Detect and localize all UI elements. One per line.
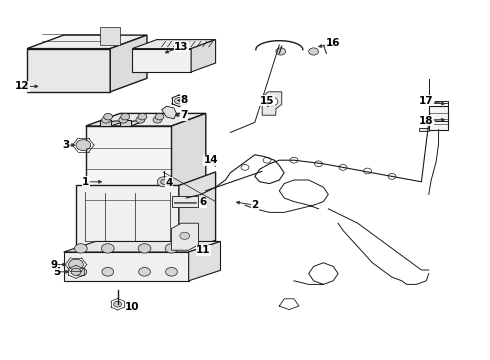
Polygon shape bbox=[172, 113, 206, 191]
Circle shape bbox=[315, 161, 322, 167]
Polygon shape bbox=[86, 113, 206, 126]
Circle shape bbox=[69, 259, 83, 270]
Bar bbox=[429, 106, 448, 130]
Circle shape bbox=[121, 113, 130, 120]
Text: 10: 10 bbox=[125, 302, 140, 312]
Polygon shape bbox=[64, 242, 220, 252]
Bar bbox=[172, 196, 198, 207]
Circle shape bbox=[166, 267, 177, 276]
Circle shape bbox=[388, 174, 396, 179]
Circle shape bbox=[263, 157, 271, 163]
Circle shape bbox=[114, 301, 122, 307]
Text: 17: 17 bbox=[419, 96, 434, 106]
Circle shape bbox=[139, 267, 150, 276]
Polygon shape bbox=[27, 49, 110, 92]
Circle shape bbox=[174, 98, 183, 104]
Circle shape bbox=[102, 267, 114, 276]
Bar bbox=[120, 120, 131, 126]
Text: 9: 9 bbox=[50, 260, 57, 270]
Circle shape bbox=[309, 48, 318, 55]
Bar bbox=[100, 120, 111, 126]
Text: 6: 6 bbox=[200, 197, 207, 207]
Text: 18: 18 bbox=[419, 116, 434, 126]
Circle shape bbox=[161, 179, 168, 184]
Text: 5: 5 bbox=[53, 267, 60, 277]
Circle shape bbox=[180, 232, 190, 239]
Circle shape bbox=[276, 48, 286, 55]
Circle shape bbox=[101, 117, 110, 123]
Circle shape bbox=[75, 267, 87, 276]
Circle shape bbox=[153, 117, 162, 123]
Text: 14: 14 bbox=[203, 155, 218, 165]
Circle shape bbox=[157, 177, 171, 187]
Text: 12: 12 bbox=[15, 81, 29, 91]
Circle shape bbox=[71, 268, 81, 275]
Polygon shape bbox=[76, 185, 179, 254]
Text: 8: 8 bbox=[180, 95, 187, 105]
Text: 1: 1 bbox=[82, 177, 89, 187]
Text: 16: 16 bbox=[326, 38, 341, 48]
Circle shape bbox=[165, 244, 178, 253]
Text: 11: 11 bbox=[196, 245, 211, 255]
Circle shape bbox=[104, 113, 113, 120]
Circle shape bbox=[241, 165, 249, 170]
Polygon shape bbox=[86, 126, 172, 191]
Circle shape bbox=[155, 113, 164, 120]
Circle shape bbox=[76, 140, 91, 150]
Circle shape bbox=[136, 117, 145, 123]
Circle shape bbox=[101, 244, 114, 253]
Circle shape bbox=[339, 165, 347, 170]
Polygon shape bbox=[100, 121, 125, 126]
Text: 3: 3 bbox=[63, 140, 70, 150]
Polygon shape bbox=[132, 40, 216, 49]
Circle shape bbox=[266, 97, 278, 106]
Circle shape bbox=[290, 157, 298, 163]
Polygon shape bbox=[189, 242, 220, 281]
Circle shape bbox=[74, 244, 87, 253]
Polygon shape bbox=[191, 40, 216, 72]
Polygon shape bbox=[110, 35, 147, 92]
Polygon shape bbox=[64, 252, 189, 281]
Circle shape bbox=[138, 244, 151, 253]
Circle shape bbox=[364, 168, 371, 174]
Polygon shape bbox=[100, 27, 120, 45]
Polygon shape bbox=[172, 223, 198, 250]
Text: 4: 4 bbox=[165, 178, 173, 188]
Text: 2: 2 bbox=[251, 200, 258, 210]
Circle shape bbox=[119, 117, 127, 123]
Polygon shape bbox=[419, 128, 429, 131]
Text: 7: 7 bbox=[180, 110, 188, 120]
Circle shape bbox=[138, 113, 147, 120]
Text: 13: 13 bbox=[174, 42, 189, 52]
Polygon shape bbox=[27, 35, 147, 49]
Text: 15: 15 bbox=[260, 96, 274, 106]
Polygon shape bbox=[179, 172, 216, 254]
Polygon shape bbox=[120, 121, 145, 126]
Polygon shape bbox=[132, 49, 191, 72]
Polygon shape bbox=[262, 92, 282, 115]
Polygon shape bbox=[162, 106, 176, 119]
